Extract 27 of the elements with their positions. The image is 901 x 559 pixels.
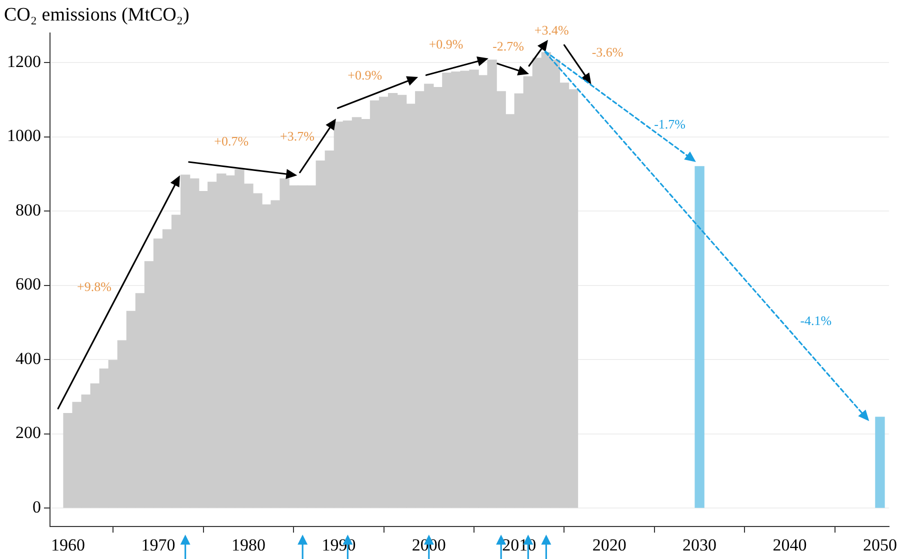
annotation: +3.4% [534, 22, 569, 38]
y-tick-label: 400 [16, 348, 41, 368]
x-tick-label: 2040 [772, 535, 807, 554]
annotation: +0.9% [428, 36, 464, 52]
x-tick-label: 1970 [141, 535, 176, 554]
x-tick-label: 2030 [682, 535, 717, 554]
x-tick-label: 1960 [51, 535, 86, 554]
annotation: -1.7% [654, 116, 686, 132]
annotation: -3.6% [592, 44, 624, 60]
bar [694, 166, 704, 508]
annotation: +9.8% [76, 278, 112, 294]
bar [875, 416, 885, 508]
y-tick-label: 0 [32, 498, 41, 517]
chart-title: CO₂ emissions (MtCO₂) [4, 4, 190, 26]
annotation: -4.1% [800, 313, 832, 328]
y-tick-label: 1000 [7, 126, 41, 146]
annotation: +3.7% [280, 128, 315, 144]
y-tick-label: 800 [16, 200, 41, 220]
annotation: +0.7% [214, 134, 249, 149]
x-tick-label: 2050 [862, 535, 897, 554]
y-tick-label: 200 [16, 423, 41, 442]
y-tick-label: 600 [16, 274, 41, 294]
x-tick-label: 1980 [231, 535, 266, 554]
y-tick-label: 1200 [7, 52, 41, 71]
x-tick-label: 2020 [592, 535, 626, 554]
annotation: -2.7% [492, 38, 524, 54]
annotation: +0.9% [348, 68, 382, 83]
